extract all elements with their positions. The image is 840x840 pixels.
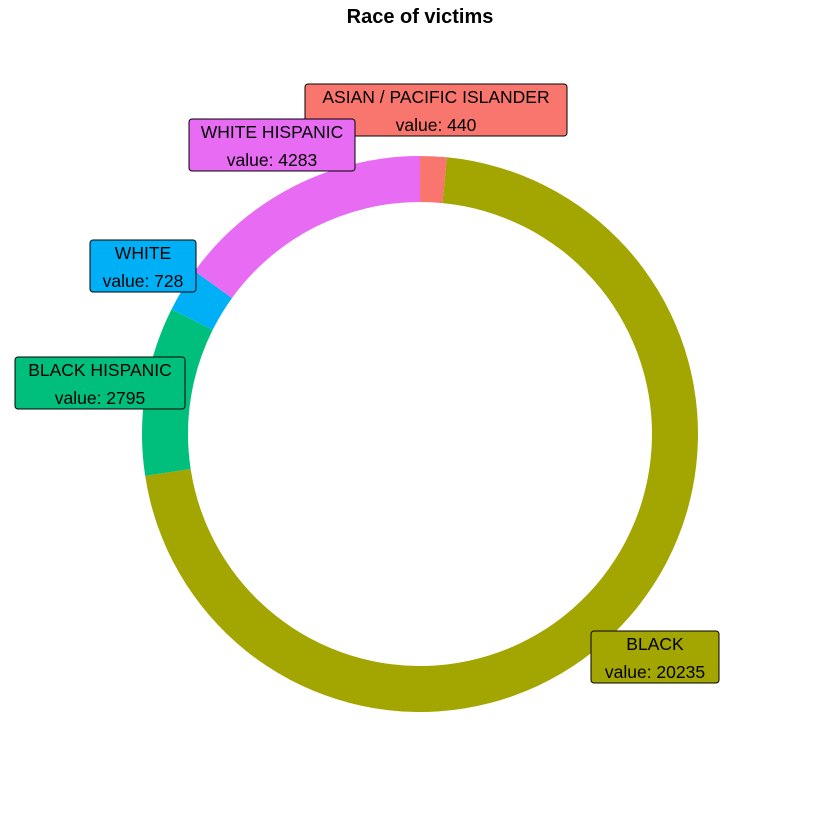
slice-label-name: ASIAN / PACIFIC ISLANDER xyxy=(322,87,549,107)
slice-labels: ASIAN / PACIFIC ISLANDER value: 440 BLACK v… xyxy=(14,83,720,684)
donut-slices xyxy=(142,156,698,713)
slice-label-value: value: 728 xyxy=(103,271,184,291)
donut-slice-white-hispanic xyxy=(194,156,420,299)
slice-label-name: WHITE HISPANIC xyxy=(201,122,344,142)
slice-label: WHITE HISPANIC value: 4283 xyxy=(188,118,356,172)
slice-label-name: WHITE xyxy=(115,243,171,263)
slice-label-box xyxy=(89,239,197,293)
chart-title: Race of victims xyxy=(347,6,494,28)
slice-label: ASIAN / PACIFIC ISLANDER value: 440 xyxy=(304,83,568,137)
donut-slice-asian-pacific-islander xyxy=(420,156,447,204)
slice-label-value: value: 20235 xyxy=(605,662,705,682)
slice-label-box xyxy=(14,356,186,410)
slice-label: BLACK value: 20235 xyxy=(590,630,720,684)
slice-label-box xyxy=(188,118,356,172)
slice-label-name: BLACK HISPANIC xyxy=(28,360,172,380)
slice-label-box xyxy=(590,630,720,684)
slice-label-box xyxy=(304,83,568,137)
slice-label-value: value: 4283 xyxy=(227,150,318,170)
slice-label-name: BLACK xyxy=(626,634,684,654)
slice-label-value: value: 440 xyxy=(396,115,477,135)
slice-label-value: value: 2795 xyxy=(55,388,146,408)
slice-label: WHITE value: 728 xyxy=(89,239,197,293)
slice-label: BLACK HISPANIC value: 2795 xyxy=(14,356,186,410)
